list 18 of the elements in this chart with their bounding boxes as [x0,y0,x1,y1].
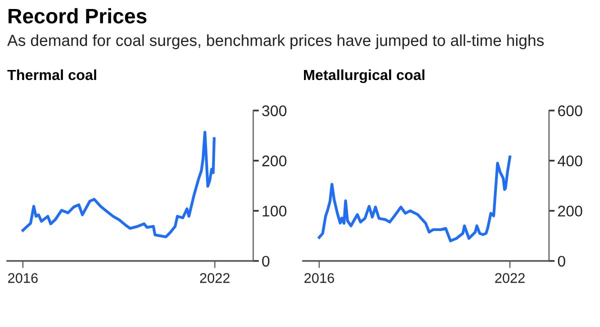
y-tick-label: 400 [558,156,582,166]
y-tick-label: 600 [558,105,582,116]
line-series [21,130,216,238]
x-tick-label: 2016 [304,273,334,283]
y-tick-label: 100 [262,206,286,216]
chart-subtitle: As demand for coal surges, benchmark prices have jumped to all-time highs [7,34,544,50]
y-tick-label: 300 [262,105,286,116]
x-tick-label: 2022 [495,273,525,283]
x-tick-label: 2022 [200,273,230,283]
y-tick-label: 0 [558,256,566,267]
y-tick-label: 200 [558,206,582,216]
x-axis-title: Thermal coal [7,69,96,80]
y-tick-label: 200 [262,156,286,166]
x-tick-label: 2016 [8,273,38,283]
line-series [318,156,512,242]
chart-title: Record Prices [8,8,146,24]
x-axis-title: Metallurgical coal [304,69,424,84]
y-tick-label: 0 [262,256,270,267]
